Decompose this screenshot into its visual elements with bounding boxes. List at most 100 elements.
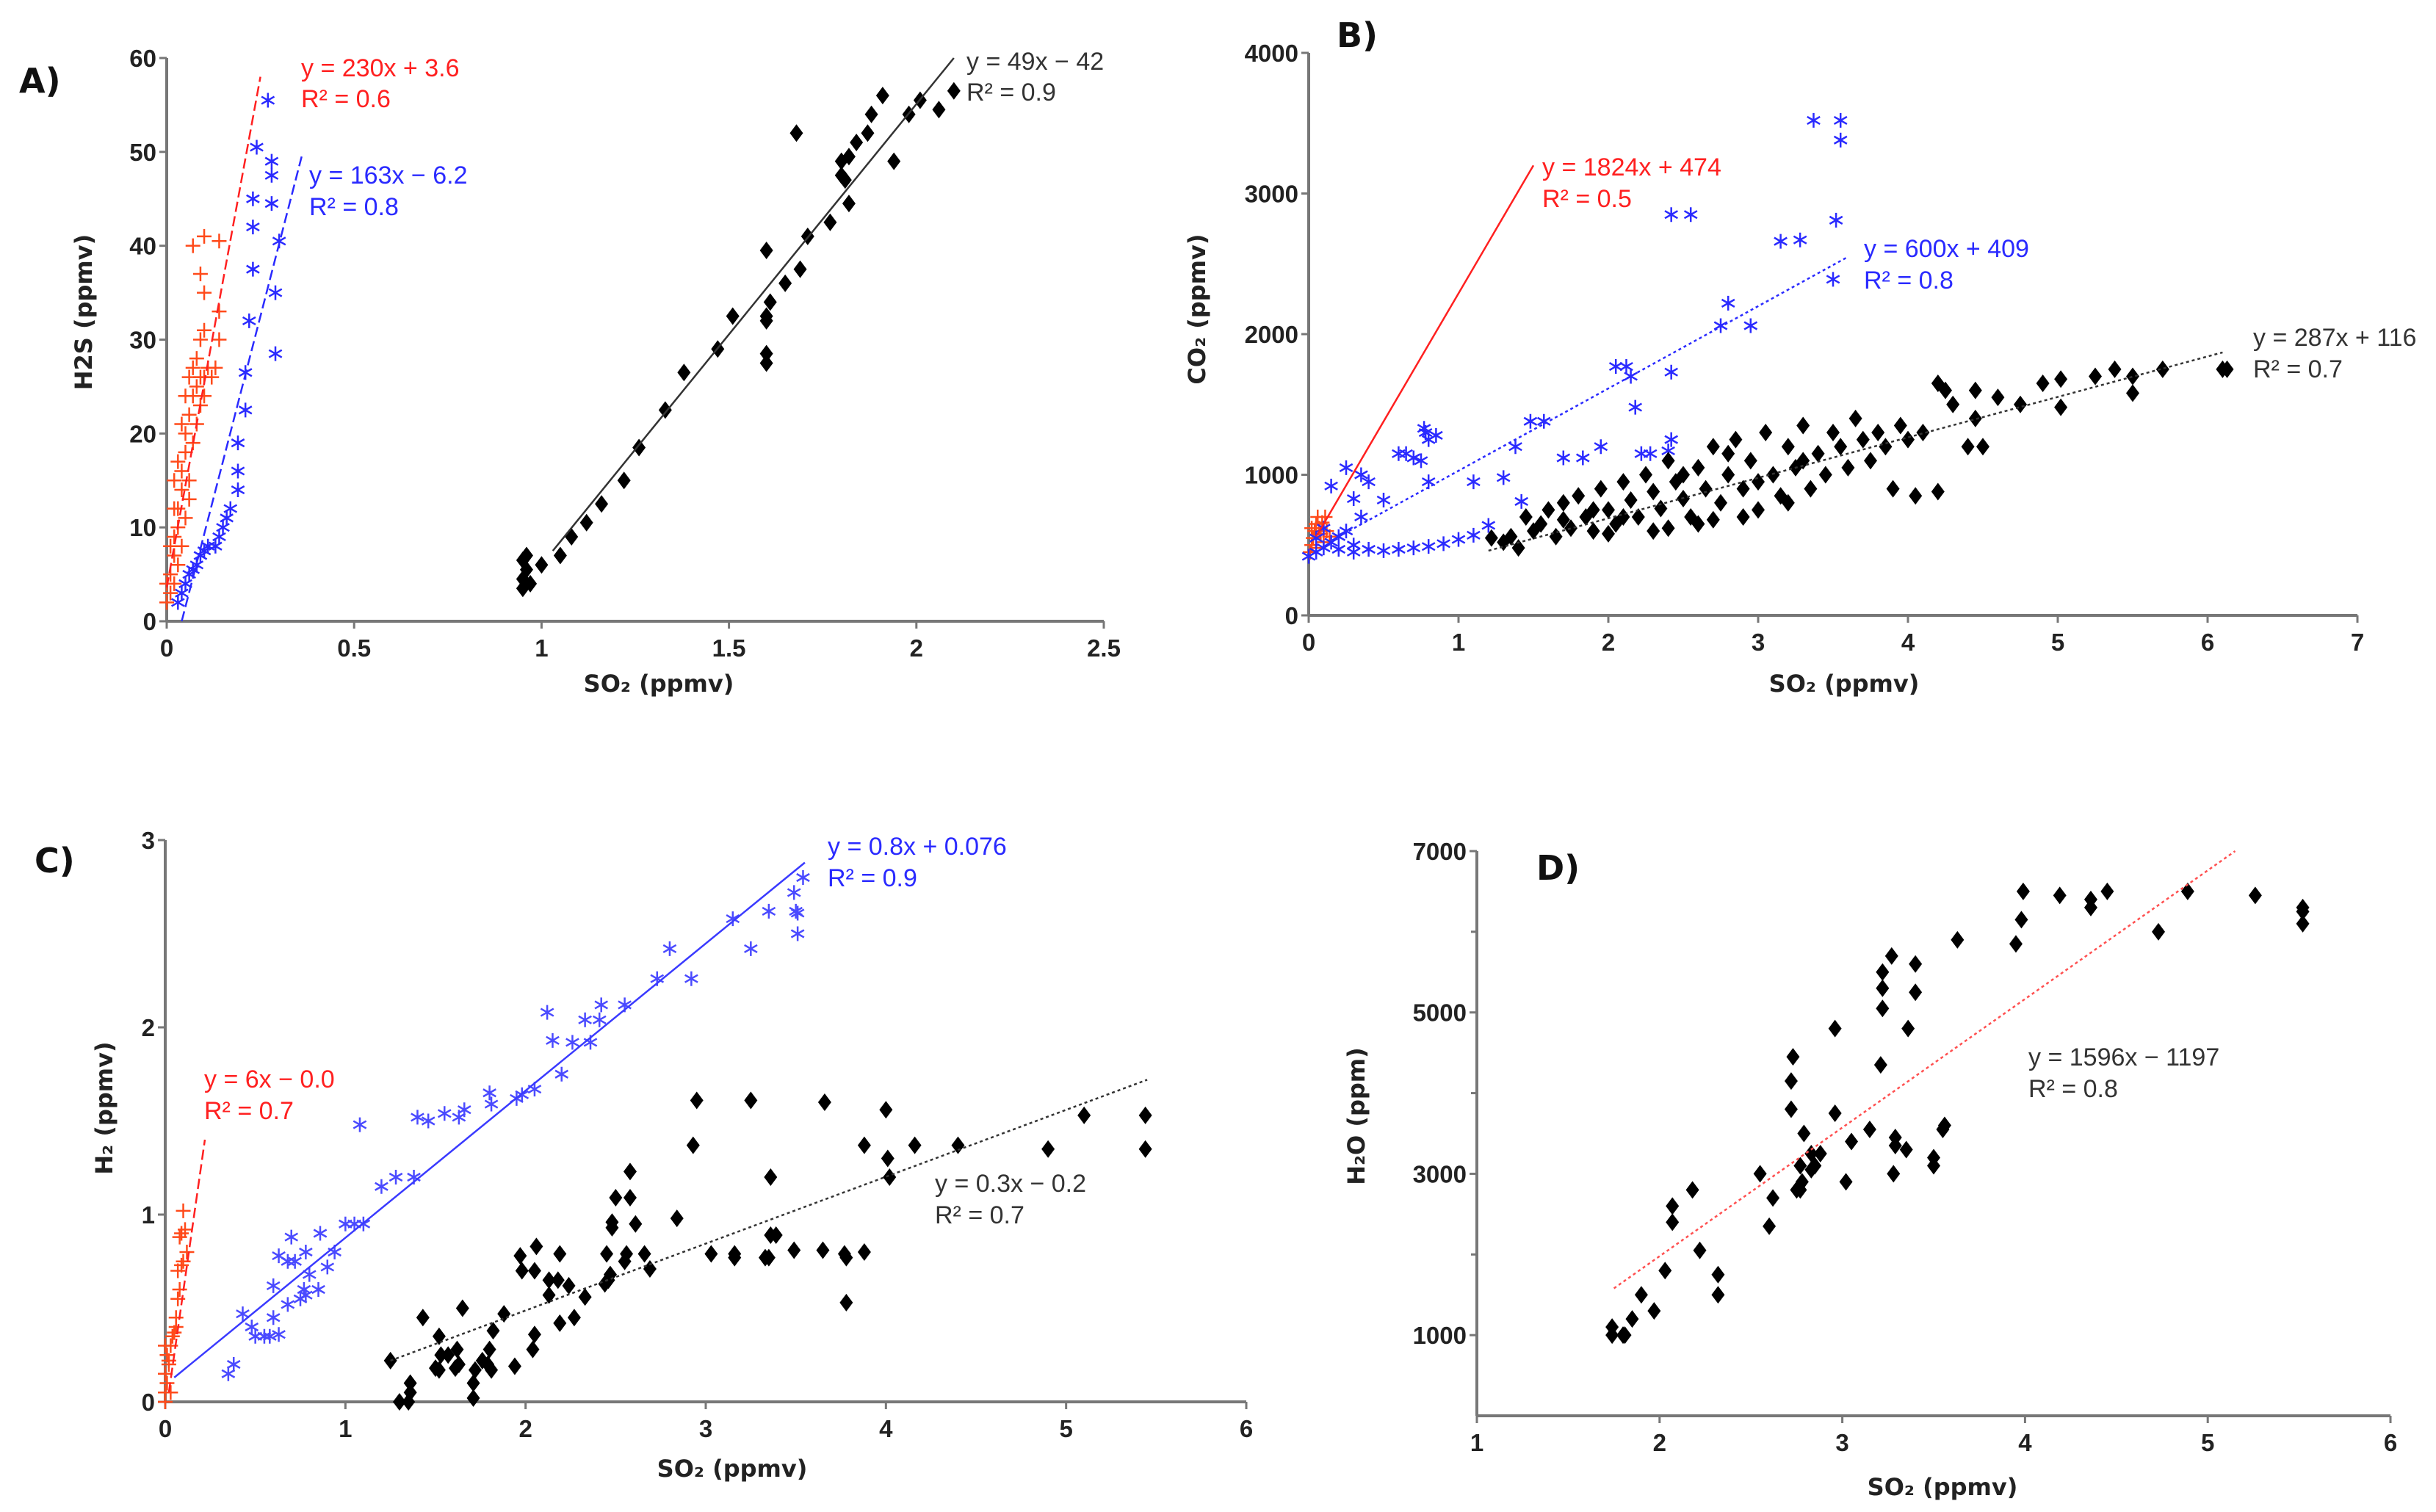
data-point-diamond [1884,947,1898,965]
data-point-asterisk [231,463,245,479]
data-point-plus [165,1328,180,1344]
data-point-asterisk [1508,439,1522,455]
data-point-diamond [1916,424,1930,442]
data-point-asterisk [238,402,253,418]
data-point-diamond [1743,452,1757,470]
data-point-plus [174,482,189,498]
data-point-asterisk [1628,399,1643,415]
data-point-asterisk [311,1282,325,1297]
data-point-asterisk [1346,544,1361,560]
data-point-diamond [816,1241,830,1259]
data-point-plus [192,332,208,347]
data-point-asterisk [762,903,776,919]
y-tick-label: 0 [142,1389,155,1416]
data-point-diamond [1631,507,1645,526]
x-tick-label: 4 [1901,629,1915,656]
data-point-diamond [2100,882,2114,900]
data-point-diamond [1624,491,1638,509]
data-point-diamond [1834,438,1848,456]
series-black [1605,882,2310,1345]
x-tick-label: 6 [2201,629,2214,656]
data-point-diamond [452,1356,466,1373]
data-point-diamond [485,1361,499,1379]
data-point-asterisk [1536,413,1551,429]
data-point-diamond [1873,1056,1887,1074]
x-tick-label: 6 [2384,1429,2397,1456]
data-point-diamond [1899,1140,1913,1159]
data-point-diamond [1879,438,1893,456]
trendline [173,861,806,1378]
data-point-diamond [1647,1302,1661,1320]
x-axis-title: SO₂ (ppmv) [584,670,734,698]
data-point-diamond [1909,487,1923,505]
series-red [158,1203,195,1409]
data-point-diamond [578,1288,592,1306]
data-point-diamond [553,1245,567,1263]
panel-a: 0 0.5 1 1.5 2 2.5 0 10 20 30 40 50 60 SO₂ (ppmv) H2S (… [19,45,1121,698]
data-point-diamond [1586,522,1600,540]
r-squared-label: R² = 0.6 [301,85,391,113]
data-point-diamond [629,1215,643,1233]
data-point-plus [189,379,204,394]
data-point-diamond [1572,487,1586,505]
data-point-asterisk [1331,541,1346,557]
data-point-asterisk [1608,359,1623,375]
data-point-diamond [2009,935,2023,953]
regression-equation: y = 0.8x + 0.076 [828,833,1007,861]
data-point-asterisk [339,1216,353,1231]
series-blue [221,870,810,1381]
regression-equation: y = 1596x − 1197 [2028,1043,2219,1071]
data-point-diamond [881,1149,894,1168]
data-point-diamond [817,1093,831,1111]
series-red [159,228,227,610]
data-point-diamond [677,363,691,382]
data-point-asterisk [1523,413,1538,429]
data-point-diamond [1845,1132,1859,1151]
series-black [1484,360,2234,557]
data-point-diamond [1625,1310,1639,1328]
data-point-diamond [670,1209,684,1228]
trendline [1315,164,1535,538]
data-point-diamond [658,401,672,419]
y-tick-label: 0 [143,608,156,635]
data-point-diamond [1706,510,1720,529]
data-point-plus [174,1257,189,1273]
data-point-asterisk [1392,541,1406,557]
data-point-asterisk [1481,518,1496,533]
data-point-asterisk [787,885,801,900]
data-point-diamond [1876,963,1890,981]
data-point-diamond [1991,388,2005,407]
data-point-asterisk [1713,318,1728,333]
trendline [181,156,303,622]
data-point-plus [208,360,223,375]
x-tick-label: 0 [160,634,173,662]
data-point-asterisk [1807,112,1821,128]
data-point-asterisk [1406,540,1421,556]
data-point-asterisk [223,501,238,516]
data-point-plus [189,351,204,366]
data-point-diamond [2089,367,2102,386]
data-point-diamond [1901,1019,1915,1038]
r-squared-label: R² = 0.7 [2253,355,2343,383]
data-point-plus [178,426,193,441]
x-tick-label: 3 [1752,629,1765,656]
data-point-diamond [1939,381,1952,399]
data-point-diamond [842,195,856,213]
data-point-asterisk [662,941,677,956]
data-point-diamond [2248,886,2262,905]
data-point-plus [167,473,182,488]
x-tick-label: 5 [2051,629,2064,656]
x-tick-label: 4 [2018,1429,2032,1456]
data-point-diamond [1828,1019,1842,1038]
data-point-diamond [759,307,773,325]
data-point-diamond [1753,1165,1767,1183]
data-point-plus [172,1229,187,1245]
data-point-diamond [1927,1157,1940,1175]
regression-equation: y = 1824x + 474 [1542,153,1721,181]
data-point-asterisk [546,1032,560,1048]
data-point-diamond [2014,911,2028,929]
x-axis-title: SO₂ (ppmv) [657,1455,808,1483]
data-point-asterisk [1496,470,1511,485]
data-point-diamond [1602,524,1615,543]
data-point-diamond [1886,480,1900,498]
